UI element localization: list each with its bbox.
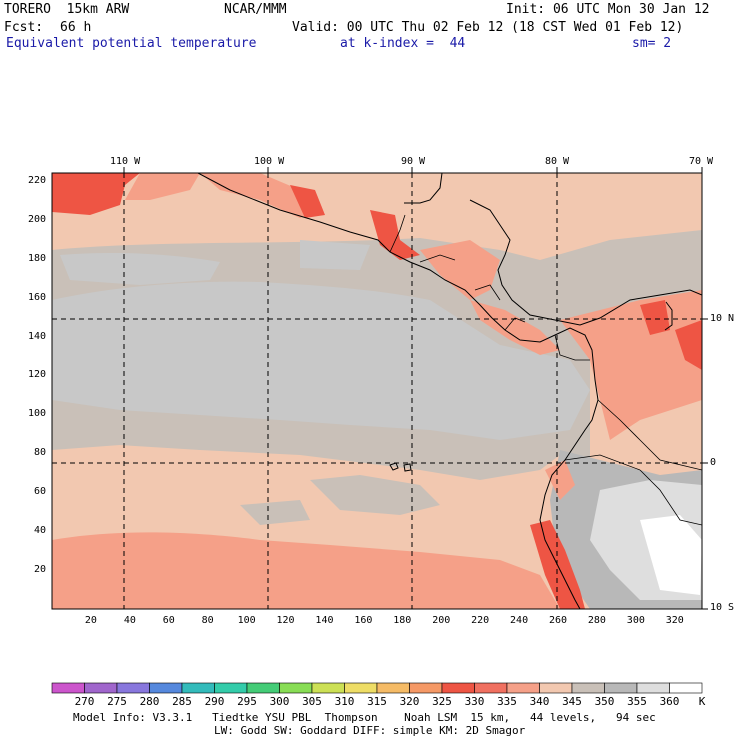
y-tick-label: 120 xyxy=(27,369,46,381)
map-frame xyxy=(51,172,703,610)
y-tick-label: 80 xyxy=(33,447,46,459)
lon-label-70w: 70 W xyxy=(689,156,714,167)
x-tick-label: 120 xyxy=(276,615,295,626)
x-tick-label: 300 xyxy=(626,615,645,626)
x-tick-label: 180 xyxy=(393,615,412,626)
x-tick-label: 80 xyxy=(201,615,214,626)
x-tick-label: 220 xyxy=(471,615,490,626)
x-tick-label: 200 xyxy=(432,615,451,626)
colorbar-swatch xyxy=(181,682,215,694)
y-tick-label: 160 xyxy=(27,291,46,303)
colorbar-label: 310 xyxy=(334,695,355,708)
lat-label-10n: 10 N xyxy=(710,313,735,324)
colorbar-swatch xyxy=(636,682,670,694)
colorbar-label: 270 xyxy=(74,695,95,708)
colorbar-swatch xyxy=(116,682,150,694)
map-field xyxy=(52,173,702,609)
graticule xyxy=(52,173,702,609)
colorbar-swatch xyxy=(84,682,118,694)
y-tick-label: 20 xyxy=(33,564,46,576)
colorbar-label: 335 xyxy=(497,695,517,708)
forecast-label: Fcst: xyxy=(4,20,44,35)
x-tick-label: 240 xyxy=(510,615,529,626)
level-info: at k-index = 44 xyxy=(340,36,466,51)
colorbar-label: 315 xyxy=(367,695,387,708)
x-tick-label: 60 xyxy=(162,615,175,626)
x-tick-label: 100 xyxy=(237,615,256,626)
model-info-line1: Model Info: V3.3.1 Tiedtke YSU PBL Thomp… xyxy=(73,711,656,724)
y-tick-label: 100 xyxy=(27,408,46,420)
colorbar-unit: K xyxy=(698,695,706,708)
x-tick-label: 140 xyxy=(315,615,334,626)
colorbar-swatch xyxy=(571,682,605,694)
colorbar-swatch xyxy=(474,682,508,694)
colorbar-swatch xyxy=(246,682,280,694)
smoothing-info: sm= 2 xyxy=(632,36,672,51)
colorbar-label: 300 xyxy=(269,695,290,708)
x-tick-label: 320 xyxy=(665,615,684,626)
colorbar-label: 280 xyxy=(139,695,160,708)
lon-label-100w: 100 W xyxy=(254,156,285,167)
colorbar-swatch xyxy=(506,682,540,694)
lon-label-90w: 90 W xyxy=(401,156,426,167)
x-tick-label: 20 xyxy=(84,615,97,626)
x-tick-label: 280 xyxy=(587,615,606,626)
y-tick-label: 60 xyxy=(33,486,46,498)
colorbar-swatch xyxy=(604,682,638,694)
lat-label-10s: 10 S xyxy=(710,602,735,613)
colorbar-swatch xyxy=(344,682,378,694)
colorbar-label: 320 xyxy=(399,695,420,708)
colorbar-label: 355 xyxy=(627,695,647,708)
colorbar-swatch xyxy=(279,682,313,694)
colorbar-label: 345 xyxy=(562,695,582,708)
colorbar-swatch xyxy=(376,682,410,694)
y-tick-label: 220 xyxy=(27,174,46,186)
x-tick-label: 40 xyxy=(123,615,136,626)
y-tick-label: 200 xyxy=(27,213,46,225)
organization: NCAR/MMM xyxy=(224,2,287,17)
colorbar-swatch xyxy=(214,682,248,694)
colorbar-label: 285 xyxy=(172,695,192,708)
lon-label-80w: 80 W xyxy=(545,156,570,167)
colorbar-label: 330 xyxy=(464,695,485,708)
colorbar xyxy=(51,682,703,694)
field-name: Equivalent potential temperature xyxy=(6,36,257,51)
colorbar-label: 295 xyxy=(237,695,257,708)
colorbar-swatch xyxy=(311,682,345,694)
lat-label-0: 0 xyxy=(710,457,717,468)
colorbar-label: 340 xyxy=(529,695,550,708)
y-tick-label: 40 xyxy=(33,525,46,537)
colorbar-swatch xyxy=(539,682,573,694)
x-tick-label: 160 xyxy=(354,615,373,626)
coastlines xyxy=(197,173,702,609)
colorbar-label: 360 xyxy=(659,695,680,708)
colorbar-label: 290 xyxy=(204,695,225,708)
colorbar-swatch xyxy=(409,682,443,694)
init-time: Init: 06 UTC Mon 30 Jan 12 xyxy=(506,2,710,17)
y-tick-label: 140 xyxy=(27,330,46,342)
colorbar-label: 325 xyxy=(432,695,452,708)
colorbar-label: 305 xyxy=(302,695,322,708)
y-tick-label: 180 xyxy=(27,252,46,264)
lon-label-110w: 110 W xyxy=(110,156,141,167)
valid-time: Valid: 00 UTC Thu 02 Feb 12 (18 CST Wed … xyxy=(292,20,684,35)
colorbar-swatch xyxy=(149,682,183,694)
x-tick-label: 260 xyxy=(548,615,568,626)
colorbar-label: 275 xyxy=(107,695,127,708)
colorbar-swatch xyxy=(669,682,703,694)
model-name: TORERO 15km ARW xyxy=(4,2,130,17)
forecast-hour: 66 h xyxy=(60,20,92,35)
colorbar-swatch xyxy=(51,682,85,694)
colorbar-label: 350 xyxy=(594,695,615,708)
colorbar-swatch xyxy=(441,682,475,694)
model-info-line2: LW: Godd SW: Goddard DIFF: simple KM: 2D… xyxy=(214,724,526,737)
